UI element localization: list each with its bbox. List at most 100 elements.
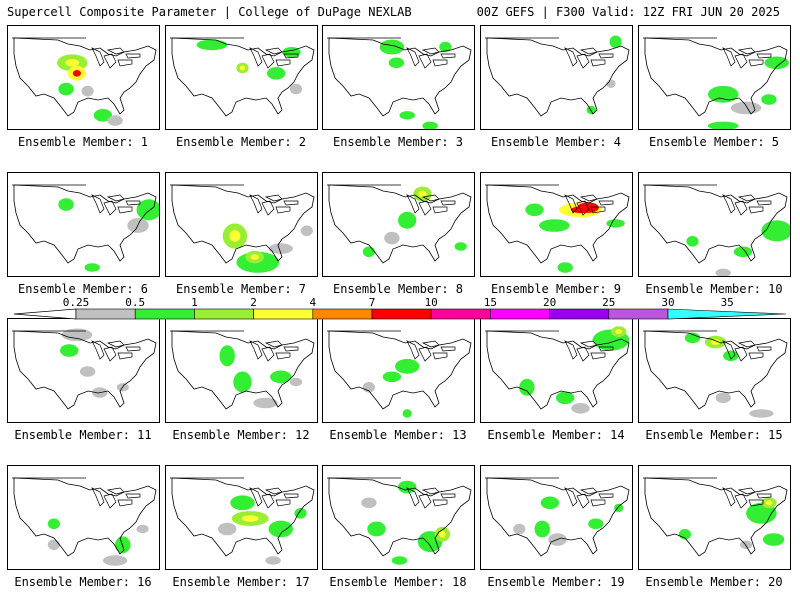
scp-contour-fill — [230, 495, 255, 511]
colorbar-segment — [430, 308, 491, 320]
great-lake-outline — [737, 340, 756, 348]
great-lake-outline — [421, 194, 440, 202]
scp-contour-fill — [388, 57, 405, 69]
us-basemap — [170, 330, 315, 410]
great-lake-outline — [275, 352, 291, 360]
great-lake-outline — [91, 194, 105, 214]
great-lake-outline — [598, 346, 614, 352]
scp-contour-fill — [606, 79, 616, 88]
scp-contour-fill — [557, 262, 573, 273]
colorbar-segment — [312, 308, 373, 320]
us-basemap — [12, 477, 157, 566]
scp-contour-fill — [265, 556, 281, 565]
colorbar-tick-label: 10 — [424, 296, 438, 309]
great-lake-outline — [264, 487, 283, 495]
great-lake-outline — [125, 493, 141, 499]
ensemble-map-panel — [322, 465, 475, 570]
ensemble-map-panel — [7, 25, 160, 130]
great-lake-outline — [103, 493, 117, 509]
ensemble-map-panel — [638, 25, 791, 130]
great-lake-outline — [117, 206, 133, 214]
ensemble-member-label: Ensemble Member: 5 — [648, 135, 780, 149]
great-lake-outline — [421, 340, 440, 348]
us-basemap — [12, 184, 159, 272]
ensemble-map-panel — [165, 465, 318, 570]
scp-contour-fill — [707, 121, 739, 129]
ensemble-member-label: Ensemble Member: 20 — [645, 575, 783, 589]
scp-contour-fill — [740, 540, 753, 549]
ensemble-member-label: Ensemble Member: 8 — [332, 282, 464, 296]
ensemble-map-panel — [638, 318, 791, 423]
great-lake-outline — [249, 487, 263, 507]
scp-contour-fill — [454, 242, 467, 251]
ensemble-map-panel — [480, 25, 633, 130]
scp-contour-fill — [684, 332, 701, 344]
great-lake-outline — [283, 493, 299, 499]
great-lake-outline — [579, 47, 598, 55]
scp-contour-fill — [219, 345, 235, 367]
coastline-outline — [644, 37, 788, 117]
great-lake-outline — [748, 352, 764, 360]
scp-contour-fill — [47, 539, 61, 551]
scp-contour-fill — [749, 409, 774, 418]
great-lake-outline — [734, 493, 748, 509]
great-lake-outline — [261, 200, 275, 216]
great-lake-outline — [432, 206, 448, 214]
ensemble-map-panel — [480, 465, 633, 570]
great-lake-outline — [103, 200, 117, 216]
coastline-outline — [171, 37, 315, 117]
great-lake-outline — [722, 340, 736, 360]
scp-contour-fill — [289, 83, 303, 95]
us-basemap — [327, 37, 472, 129]
scp-contour-fill — [422, 121, 438, 129]
scp-contour-fill — [730, 101, 762, 115]
colorbar-tick-label: 15 — [483, 296, 498, 309]
coastline-outline — [644, 477, 788, 557]
great-lake-outline — [106, 194, 125, 202]
coastline-outline — [644, 184, 788, 264]
ensemble-member-label: Ensemble Member: 1 — [17, 135, 149, 149]
ensemble-member-label: Ensemble Member: 18 — [329, 575, 467, 589]
great-lake-outline — [418, 493, 432, 509]
ensemble-map-panel — [7, 172, 160, 277]
great-lake-outline — [103, 346, 117, 362]
ensemble-member-label: Ensemble Member: 16 — [14, 575, 152, 589]
scp-contour-fill — [268, 520, 293, 538]
scp-contour-fill — [107, 115, 123, 126]
us-basemap — [643, 330, 788, 418]
coastline-outline — [171, 184, 315, 264]
coastline-outline — [486, 184, 630, 264]
great-lake-outline — [576, 53, 590, 69]
scp-contour-fill — [136, 199, 159, 221]
great-lake-outline — [590, 499, 606, 507]
ensemble-map-panel — [638, 465, 791, 570]
scp-contour-fill — [588, 518, 604, 530]
scp-contour-fill — [218, 522, 237, 536]
great-lake-outline — [598, 200, 614, 206]
scp-contour-fill — [761, 220, 790, 242]
scp-contour-fill — [379, 39, 405, 55]
great-lake-outline — [421, 47, 440, 55]
great-lake-outline — [737, 487, 756, 495]
great-lake-outline — [598, 493, 614, 499]
great-lake-outline — [125, 346, 141, 352]
scp-contour-core — [72, 70, 81, 77]
great-lake-outline — [106, 47, 125, 55]
scp-contour-fill — [115, 536, 131, 554]
great-lake-outline — [734, 346, 748, 362]
scp-contour-fill — [196, 39, 228, 51]
great-lake-outline — [734, 200, 748, 216]
ensemble-map-panel — [7, 465, 160, 570]
scp-contour-fill — [58, 198, 74, 211]
great-lake-outline — [579, 194, 598, 202]
scp-contour-fill — [362, 246, 375, 258]
great-lake-outline — [117, 352, 133, 360]
scp-contour-fill — [294, 508, 307, 519]
us-basemap — [12, 37, 157, 126]
scp-contour-fill — [93, 109, 113, 122]
colorbar-high-end — [667, 308, 786, 320]
scp-contour-fill — [733, 246, 753, 258]
coastline-outline — [328, 184, 472, 264]
coastline-outline — [486, 477, 630, 557]
